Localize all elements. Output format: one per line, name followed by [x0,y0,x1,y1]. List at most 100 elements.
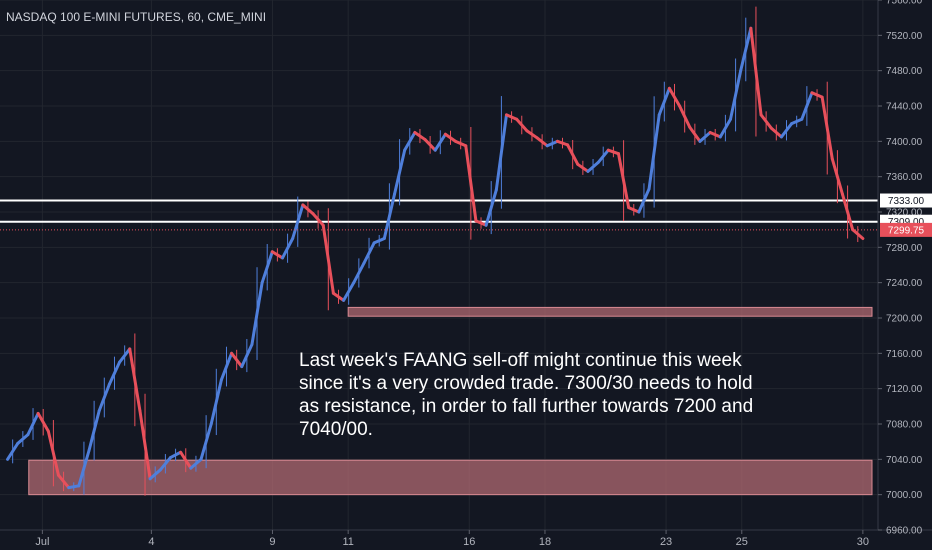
candle-body [840,192,855,232]
candle-body [749,26,763,117]
candle-body [77,449,91,488]
candle-body [545,139,559,148]
candle-body [596,148,610,165]
level-badge [880,193,932,208]
x-tick-label: 30 [857,536,869,548]
candle-body [413,131,427,142]
candle-body [718,117,732,139]
candle-body [301,203,315,216]
candle-body [168,450,183,460]
candle-body [474,219,488,227]
candle-body [800,91,814,121]
candle-body [342,281,356,302]
candle-body [433,132,447,152]
candle-body [260,250,274,285]
candle-body [464,144,478,223]
candle-body [240,343,254,369]
candle-body [647,113,661,191]
candle-body [535,136,549,148]
candle-body [739,26,753,73]
candle-body [820,95,834,161]
candle-body [454,139,468,148]
level-badge-label: 7333.00 [888,196,925,207]
y-tick-label: 7440.00 [886,102,923,113]
zone-box [28,459,873,496]
annotation-line: since it's a very crowded trade. 7300/30… [299,373,753,394]
zone-box [347,306,873,317]
time-axis[interactable]: Jul 4 9 11 16 18 23 25 30 [35,530,869,548]
candle-body [250,281,264,346]
candle-body [107,360,122,386]
y-tick-label: 7120.00 [886,384,923,395]
candle-body [616,152,631,210]
candle-body [443,132,458,143]
y-tick-label: 7160.00 [886,349,923,360]
annotation-line: Last week's FAANG sell-off might continu… [299,350,742,371]
candle-body [708,131,722,139]
candle-body [311,212,325,227]
candle-body [138,409,152,481]
zones [28,306,873,496]
candle-body [657,86,671,117]
candle-body [678,104,692,129]
candle-body [688,125,702,143]
candle-body [851,228,865,240]
levels [0,199,878,223]
candle-body [810,91,824,99]
candle-body [148,468,162,481]
candle-body [484,188,498,227]
candle-body [209,378,223,426]
last-price-badge [880,222,932,237]
x-tick-label: 11 [342,536,353,548]
candle-body [779,122,794,139]
y-tick-label: 7560.00 [886,0,923,7]
x-tick-label: Jul [35,536,49,548]
candle-body [230,351,244,369]
candle-body [494,113,508,192]
candle-body [270,250,284,260]
candle-body [362,241,376,265]
candle-body [728,69,743,121]
x-tick-label: 23 [660,536,672,548]
candle-body [179,450,193,470]
candle-body [382,192,396,240]
level-badge-label: 7309.00 [888,217,925,228]
candle-body [504,113,519,121]
x-tick-label: 18 [539,536,551,548]
candle-body [36,411,50,433]
candle-body [667,86,682,108]
y-tick-label: 7040.00 [886,455,923,466]
y-tick-label: 7240.00 [886,278,923,289]
y-tick-label: 7000.00 [886,490,923,501]
candle-body [759,113,773,130]
candle-body [321,223,335,295]
candle-body [219,351,234,382]
annotation-line: 7040/00. [299,419,373,440]
candle-body [128,347,142,413]
last-price-label: 7299.75 [888,225,925,236]
y-tick-label: 7320.00 [886,208,923,219]
candle-body [97,382,111,413]
price-axis[interactable]: 7560.00 7520.00 7480.00 7440.00 7400.00 7360.… [878,0,923,537]
candle-body [26,411,40,437]
candle-body [586,161,600,173]
y-tick-label: 7280.00 [886,243,923,254]
candle-body [525,129,539,140]
x-tick-label: 16 [463,536,475,548]
candle-body [352,261,366,285]
chart-title: NASDAQ 100 E-MINI FUTURES, 60, CME_MINI [6,10,266,24]
candle-body [67,484,81,490]
candle-body [403,131,417,152]
candle-body [16,433,30,445]
candle-body [6,441,20,461]
candle-body [46,429,60,477]
candle-body [637,187,651,214]
candle-body [555,139,570,147]
candle-body [189,457,203,470]
price-series [6,6,865,496]
candle-body [291,203,305,240]
candle-body [280,237,295,260]
